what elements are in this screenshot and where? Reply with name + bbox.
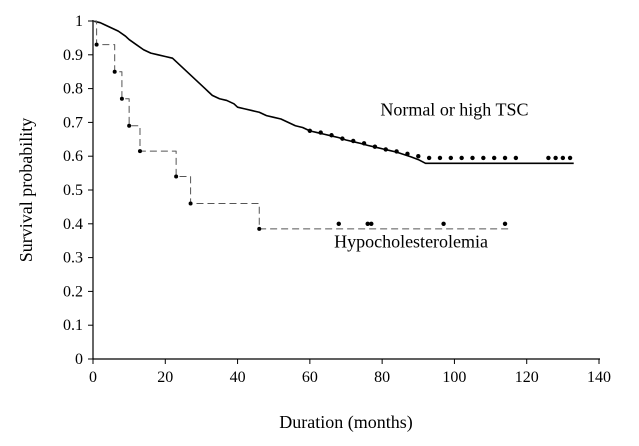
censor-mark bbox=[329, 133, 334, 138]
censor-mark bbox=[336, 221, 341, 226]
censor-mark bbox=[502, 155, 508, 161]
censor-mark bbox=[502, 221, 508, 226]
x-tick-label: 140 bbox=[587, 369, 611, 386]
event-point bbox=[112, 69, 117, 74]
censor-mark bbox=[448, 155, 454, 161]
event-point bbox=[94, 42, 99, 47]
censor-mark bbox=[369, 221, 374, 226]
y-tick-label: 0.4 bbox=[63, 216, 83, 233]
event-point bbox=[188, 201, 193, 206]
censor-mark bbox=[318, 130, 323, 135]
x-tick-label: 0 bbox=[89, 369, 97, 386]
x-tick-label: 80 bbox=[374, 369, 390, 386]
x-tick-label: 120 bbox=[515, 369, 539, 386]
y-tick-label: 0.5 bbox=[63, 182, 83, 199]
series-annotation-1: Normal or high TSC bbox=[380, 100, 528, 120]
y-tick-label: 0.7 bbox=[63, 114, 83, 131]
censor-mark bbox=[567, 155, 573, 161]
censor-mark bbox=[481, 155, 486, 161]
censor-mark bbox=[340, 136, 345, 141]
y-tick-label: 0.9 bbox=[63, 47, 83, 64]
y-axis-title: Survival probability bbox=[16, 118, 36, 262]
event-point bbox=[127, 123, 132, 128]
censor-mark bbox=[307, 128, 313, 134]
y-tick-label: 1 bbox=[75, 13, 83, 30]
censor-mark bbox=[394, 149, 399, 154]
censor-mark bbox=[383, 147, 388, 152]
y-tick-label: 0.1 bbox=[63, 317, 83, 334]
y-tick-label: 0.2 bbox=[63, 283, 83, 300]
y-tick-label: 0.3 bbox=[63, 250, 83, 267]
x-tick-label: 60 bbox=[302, 369, 318, 386]
event-point bbox=[119, 96, 124, 101]
x-tick-label: 40 bbox=[230, 369, 246, 386]
censor-mark bbox=[361, 141, 367, 146]
x-tick-label: 100 bbox=[442, 369, 466, 386]
series-line-2 bbox=[93, 20, 509, 230]
censor-mark bbox=[441, 221, 446, 226]
event-point bbox=[137, 149, 142, 154]
censor-mark bbox=[416, 154, 421, 159]
censor-mark bbox=[553, 155, 558, 161]
censor-mark bbox=[437, 155, 443, 161]
censor-mark bbox=[351, 138, 356, 144]
series-annotation-2: Hypocholesterolemia bbox=[334, 231, 488, 251]
x-axis-title: Duration (months) bbox=[279, 412, 412, 433]
event-point bbox=[174, 174, 179, 179]
censor-mark bbox=[365, 221, 370, 226]
series-line-1 bbox=[92, 20, 574, 165]
censor-mark bbox=[372, 144, 378, 149]
censor-mark bbox=[560, 155, 566, 161]
censor-mark bbox=[546, 155, 551, 161]
y-tick-label: 0.6 bbox=[63, 148, 83, 165]
y-tick-label: 0 bbox=[75, 351, 83, 368]
censor-mark bbox=[513, 155, 519, 161]
censor-mark bbox=[491, 155, 497, 161]
x-tick-label: 20 bbox=[157, 369, 173, 386]
y-tick-label: 0.8 bbox=[63, 81, 83, 98]
censor-mark bbox=[459, 155, 464, 161]
censor-mark bbox=[470, 155, 475, 161]
censor-mark bbox=[426, 155, 432, 161]
event-point bbox=[257, 226, 262, 231]
censor-mark bbox=[405, 151, 410, 157]
